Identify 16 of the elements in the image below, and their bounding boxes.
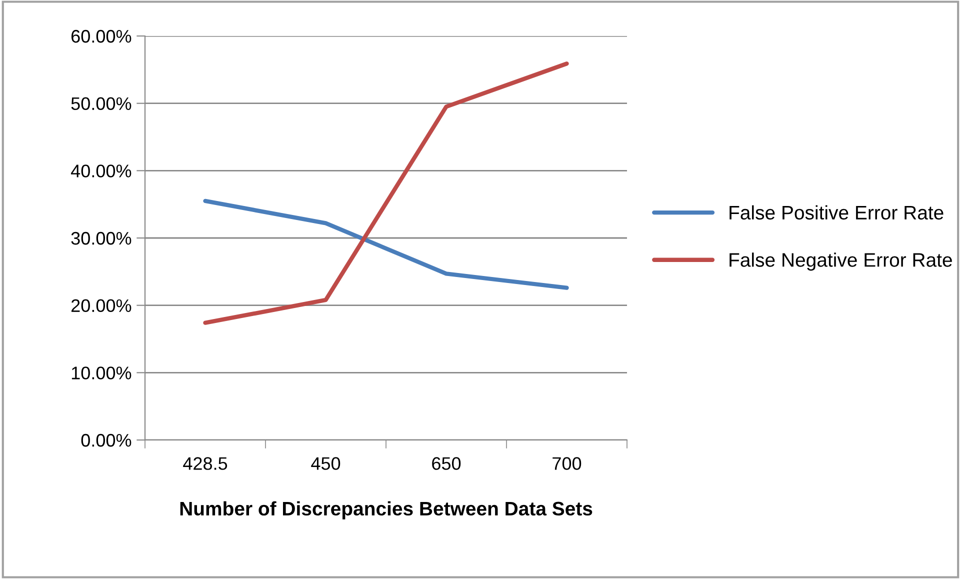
y-tick-label: 40.00% — [70, 164, 132, 178]
legend-label: False Negative Error Rate — [730, 252, 952, 271]
x-tick-label: 428.5 — [183, 457, 228, 470]
y-tick-label: 50.00% — [71, 97, 132, 110]
x-tick-label: 650 — [432, 457, 461, 470]
x-tick-label: 450 — [311, 457, 340, 470]
y-tick-label: 60.00% — [71, 30, 132, 43]
x-axis-title: Number of Discrepancies Between Data Sets — [180, 501, 592, 520]
line-series — [203, 62, 569, 325]
y-tick-label: 20.00% — [71, 299, 132, 312]
y-tick-label: 0.00% — [81, 434, 132, 447]
x-tick-label: 700 — [552, 457, 582, 470]
y-tick-label: 30.00% — [71, 232, 132, 245]
legend-label: False Positive Error Rate — [730, 205, 944, 220]
y-tick-label: 10.00% — [72, 366, 132, 380]
line-series — [203, 198, 569, 290]
